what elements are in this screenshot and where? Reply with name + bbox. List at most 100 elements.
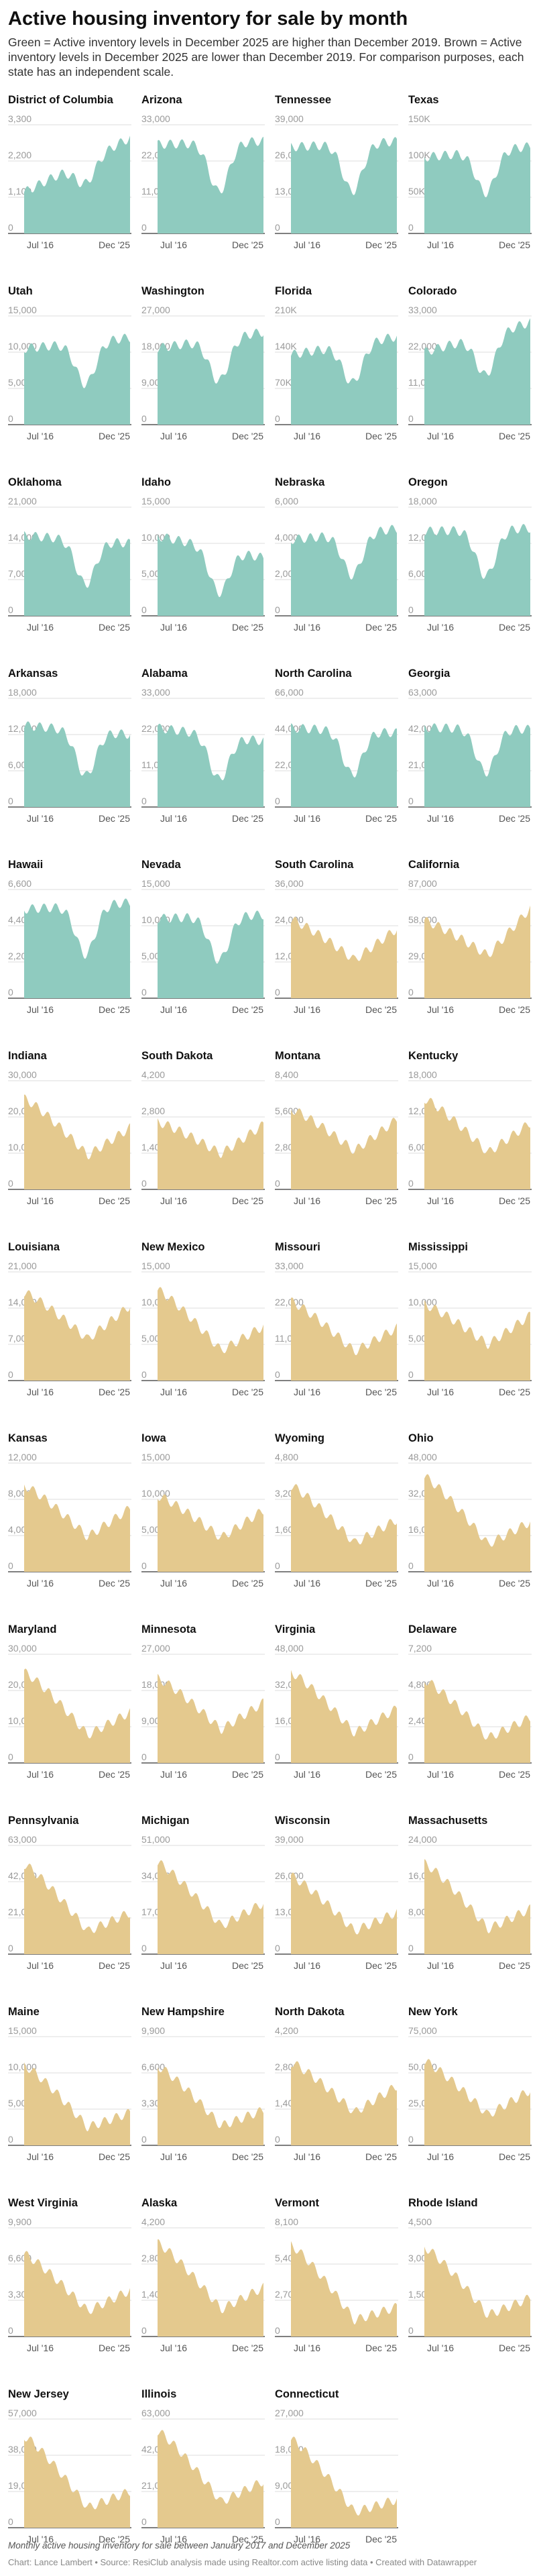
y-tick-label: 0 — [408, 604, 414, 615]
y-tick-label: 50K — [408, 186, 426, 197]
y-tick-label: 15,000 — [8, 305, 37, 315]
inventory-area — [424, 1474, 530, 1572]
panel-missouri: Missouri 0 11,000 22,000 33,000 Jul '16 Dec '2… — [275, 1241, 398, 1429]
x-tick-label: Jul '16 — [294, 1769, 320, 1780]
y-tick-label: 57,000 — [8, 2408, 37, 2418]
inventory-area — [424, 142, 530, 233]
y-tick-label: 0 — [8, 1369, 13, 1380]
y-tick-label: 63,000 — [141, 2408, 170, 2418]
x-tick-label: Dec '25 — [499, 813, 530, 824]
inventory-area — [158, 1494, 263, 1572]
panel-maine: Maine 0 5,000 10,000 15,000 Jul '16 Dec '25 — [8, 2006, 131, 2194]
x-tick-label: Jul '16 — [427, 1960, 454, 1971]
panel-hawaii: Hawaii 0 2,200 4,400 6,600 Jul '16 Dec '25 — [8, 859, 131, 1046]
x-tick-label: Dec '25 — [499, 1960, 530, 1971]
state-name: New York — [408, 2006, 458, 2018]
inventory-area — [291, 1670, 397, 1763]
x-tick-label: Jul '16 — [27, 2343, 54, 2353]
x-tick-label: Dec '25 — [99, 1578, 130, 1589]
x-tick-label: Jul '16 — [160, 1769, 187, 1780]
panel-california: California 0 29,000 58,000 87,000 Jul '16 Dec … — [408, 859, 532, 1046]
state-name: North Dakota — [275, 2006, 345, 2018]
x-tick-label: Dec '25 — [99, 1387, 130, 1397]
inventory-area — [158, 329, 263, 425]
panel-ohio: Ohio 0 16,000 32,000 48,000 Jul '16 Dec '25 — [408, 1432, 532, 1620]
y-tick-label: 0 — [141, 2325, 147, 2336]
y-tick-label: 0 — [141, 222, 147, 233]
y-tick-label: 10,000 — [408, 1297, 437, 1307]
x-tick-label: Dec '25 — [99, 1769, 130, 1780]
state-name: Alabama — [141, 667, 188, 680]
panel-arizona: Arizona 0 11,000 22,000 33,000 Jul '16 Dec '25 — [141, 94, 265, 282]
y-tick-label: 30,000 — [8, 1069, 37, 1080]
panel-kansas: Kansas 0 4,000 8,000 12,000 Jul '16 Dec '25 — [8, 1432, 131, 1620]
y-tick-label: 63,000 — [8, 1834, 37, 1845]
y-tick-label: 3,300 — [8, 113, 32, 124]
y-tick-label: 0 — [8, 987, 13, 998]
y-tick-label: 22,000 — [408, 341, 437, 352]
x-tick-label: Dec '25 — [232, 431, 263, 441]
y-tick-label: 0 — [275, 1943, 280, 1953]
x-tick-label: Dec '25 — [365, 239, 397, 250]
y-tick-label: 58,000 — [408, 914, 437, 925]
x-tick-label: Jul '16 — [427, 2343, 454, 2353]
panel-minnesota: Minnesota 0 9,000 18,000 27,000 Jul '16 Dec '2… — [141, 1623, 265, 1811]
inventory-area — [424, 1680, 530, 1763]
inventory-area — [24, 1864, 130, 1954]
x-tick-label: Dec '25 — [499, 1004, 530, 1015]
y-tick-label: 4,000 — [275, 532, 298, 543]
y-tick-label: 0 — [275, 1560, 280, 1571]
state-name: Ohio — [408, 1432, 434, 1444]
x-tick-label: Dec '25 — [365, 2151, 397, 2162]
x-tick-label: Jul '16 — [27, 1960, 54, 1971]
panel-tennessee: Tennessee 0 13,000 26,000 39,000 Jul '16 Dec '… — [275, 94, 398, 282]
x-tick-label: Jul '16 — [427, 239, 454, 250]
x-tick-label: Jul '16 — [294, 2151, 320, 2162]
state-name: Arizona — [141, 94, 182, 106]
y-tick-label: 4,200 — [141, 1069, 165, 1080]
panel-new-hampshire: New Hampshire 0 3,300 6,600 9,900 Jul '16 Dec … — [141, 2006, 265, 2194]
y-tick-label: 14,000 — [8, 532, 37, 543]
x-tick-label: Jul '16 — [427, 2151, 454, 2162]
x-tick-label: Dec '25 — [99, 1960, 130, 1971]
y-tick-label: 27,000 — [275, 2408, 304, 2418]
y-tick-label: 0 — [408, 222, 414, 233]
x-tick-label: Dec '25 — [232, 2534, 263, 2544]
x-tick-label: Dec '25 — [99, 431, 130, 441]
y-tick-label: 0 — [141, 796, 147, 806]
x-tick-label: Jul '16 — [427, 1769, 454, 1780]
x-tick-label: Dec '25 — [365, 1578, 397, 1589]
y-tick-label: 7,200 — [408, 1643, 432, 1654]
y-tick-label: 0 — [408, 796, 414, 806]
y-tick-label: 0 — [141, 1943, 147, 1953]
panel-west-virginia: West Virginia 0 3,300 6,600 9,900 Jul '16 Dec … — [8, 2197, 131, 2385]
panel-vermont: Vermont 0 2,700 5,400 8,100 Jul '16 Dec '25 — [275, 2197, 398, 2385]
x-tick-label: Jul '16 — [294, 239, 320, 250]
panel-alabama: Alabama 0 11,000 22,000 33,000 Jul '16 Dec '25 — [141, 667, 265, 855]
x-tick-label: Dec '25 — [499, 1769, 530, 1780]
y-tick-label: 26,000 — [275, 1870, 304, 1881]
x-tick-label: Jul '16 — [427, 622, 454, 633]
inventory-area — [24, 531, 130, 616]
y-tick-label: 0 — [408, 1943, 414, 1953]
x-tick-label: Dec '25 — [99, 1004, 130, 1015]
y-tick-label: 36,000 — [275, 878, 304, 889]
inventory-area — [24, 898, 130, 998]
x-tick-label: Dec '25 — [232, 2343, 263, 2353]
inventory-area — [158, 1287, 263, 1381]
y-tick-label: 100K — [408, 150, 430, 160]
inventory-area — [291, 1297, 397, 1381]
y-tick-label: 0 — [141, 987, 147, 998]
x-tick-label: Dec '25 — [365, 1004, 397, 1015]
panel-arkansas: Arkansas 0 6,000 12,000 18,000 Jul '16 Dec '25 — [8, 667, 131, 855]
x-tick-label: Jul '16 — [160, 431, 187, 441]
state-name: Mississippi — [408, 1241, 468, 1253]
